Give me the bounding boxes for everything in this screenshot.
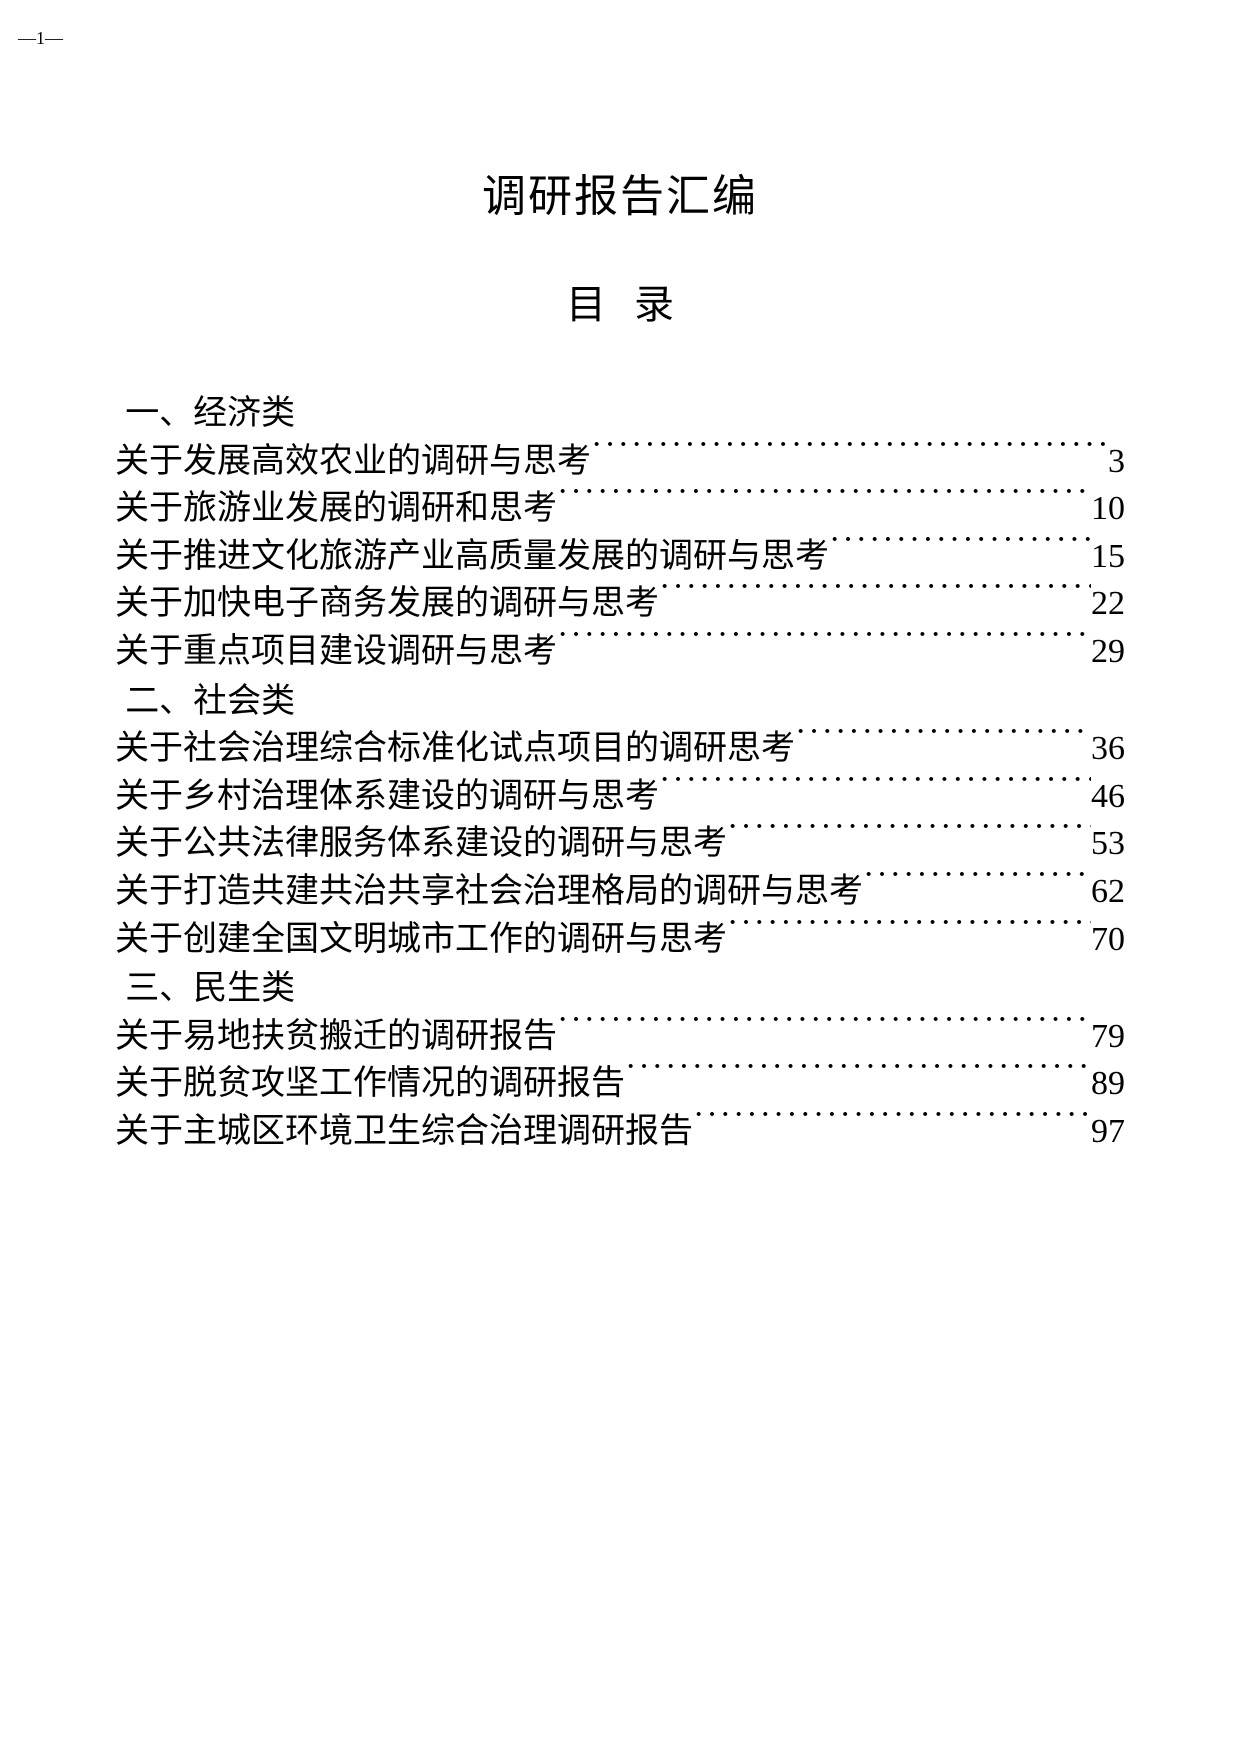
toc-entry-text: 关于乡村治理体系建设的调研与思考 [115, 773, 659, 821]
toc-entry-text: 关于加快电子商务发展的调研与思考 [115, 580, 659, 628]
document-title: 调研报告汇编 [115, 160, 1125, 224]
toc-entry-text: 关于脱贫攻坚工作情况的调研报告 [115, 1060, 625, 1108]
toc-leader-dots [557, 485, 1091, 519]
toc-entry: 关于脱贫攻坚工作情况的调研报告 89 [115, 1060, 1125, 1108]
toc-entry: 关于推进文化旅游产业高质量发展的调研与思考 15 [115, 533, 1125, 581]
toc-leader-dots [727, 916, 1091, 950]
toc-entry-text: 关于主城区环境卫生综合治理调研报告 [115, 1108, 693, 1156]
toc-section-header: 二、社会类 [115, 678, 1125, 726]
toc-entry-page: 79 [1091, 1013, 1125, 1061]
page-number: —1— [18, 28, 63, 49]
toc-leader-dots [557, 628, 1091, 662]
toc-entry-page: 89 [1091, 1060, 1125, 1108]
toc-entry-text: 关于创建全国文明城市工作的调研与思考 [115, 916, 727, 964]
toc-entry: 关于主城区环境卫生综合治理调研报告 97 [115, 1108, 1125, 1156]
toc-entry-page: 10 [1091, 485, 1125, 533]
toc-entry-page: 22 [1091, 580, 1125, 628]
toc-entry-text: 关于打造共建共治共享社会治理格局的调研与思考 [115, 868, 863, 916]
toc-leader-dots [727, 820, 1091, 854]
toc-entry: 关于公共法律服务体系建设的调研与思考 53 [115, 820, 1125, 868]
toc-leader-dots [863, 868, 1091, 902]
content-wrapper: 调研报告汇编 目录 一、经济类关于发展高效农业的调研与思考3关于旅游业发展的调研… [0, 0, 1240, 1156]
toc-entry: 关于旅游业发展的调研和思考 10 [115, 485, 1125, 533]
toc-entry-text: 关于易地扶贫搬迁的调研报告 [115, 1013, 557, 1061]
toc-entry-page: 70 [1091, 916, 1125, 964]
toc-entry-page: 62 [1091, 868, 1125, 916]
toc-entry: 关于打造共建共治共享社会治理格局的调研与思考 62 [115, 868, 1125, 916]
toc-entry: 关于发展高效农业的调研与思考 3 [115, 438, 1125, 486]
toc-entry-page: 46 [1091, 773, 1125, 821]
toc-entry: 关于乡村治理体系建设的调研与思考 46 [115, 773, 1125, 821]
toc-leader-dots [591, 438, 1108, 472]
toc-section-header: 三、民生类 [115, 965, 1125, 1013]
toc-entry: 关于社会治理综合标准化试点项目的调研思考 36 [115, 725, 1125, 773]
toc-entry-page: 36 [1091, 725, 1125, 773]
toc-entry-text: 关于重点项目建设调研与思考 [115, 628, 557, 676]
toc-entry-text: 关于发展高效农业的调研与思考 [115, 438, 591, 486]
toc-entry-text: 关于公共法律服务体系建设的调研与思考 [115, 820, 727, 868]
toc-leader-dots [659, 580, 1091, 614]
toc-entry-page: 29 [1091, 628, 1125, 676]
toc-leader-dots [829, 533, 1091, 567]
toc-leader-dots [659, 773, 1091, 807]
toc-entry-text: 关于旅游业发展的调研和思考 [115, 485, 557, 533]
toc-entry: 关于易地扶贫搬迁的调研报告 79 [115, 1013, 1125, 1061]
toc-container: 一、经济类关于发展高效农业的调研与思考3关于旅游业发展的调研和思考10关于推进文… [115, 390, 1125, 1156]
toc-entry-page: 53 [1091, 820, 1125, 868]
toc-leader-dots [693, 1108, 1091, 1142]
toc-leader-dots [557, 1013, 1091, 1047]
toc-entry-page: 3 [1108, 438, 1125, 486]
toc-entry: 关于创建全国文明城市工作的调研与思考 70 [115, 916, 1125, 964]
toc-entry-page: 97 [1091, 1108, 1125, 1156]
toc-section-header: 一、经济类 [115, 390, 1125, 438]
toc-entry-page: 15 [1091, 533, 1125, 581]
toc-entry: 关于加快电子商务发展的调研与思考 22 [115, 580, 1125, 628]
toc-entry: 关于重点项目建设调研与思考 29 [115, 628, 1125, 676]
toc-heading: 目录 [115, 272, 1125, 330]
toc-entry-text: 关于社会治理综合标准化试点项目的调研思考 [115, 725, 795, 773]
toc-entry-text: 关于推进文化旅游产业高质量发展的调研与思考 [115, 533, 829, 581]
toc-leader-dots [795, 725, 1091, 759]
toc-leader-dots [625, 1060, 1091, 1094]
